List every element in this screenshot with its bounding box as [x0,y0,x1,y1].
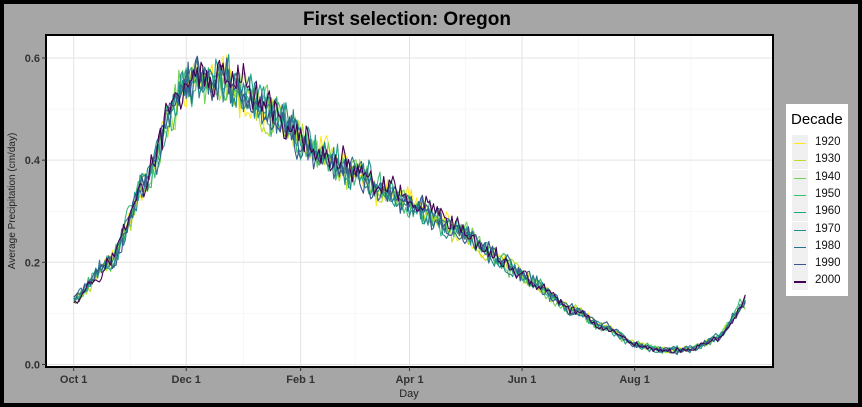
legend-item: 1940 [792,169,848,187]
x-axis-label: Day [399,388,419,400]
x-tick-label: Aug 1 [619,374,650,386]
legend-swatch [794,177,806,179]
legend-label: 1960 [815,205,841,218]
legend-item: 1930 [792,152,848,170]
legend-item: 1970 [792,221,848,239]
y-tick-label: 0.6 [25,53,40,65]
x-tick-label: Feb 1 [286,374,315,386]
y-tick-label: 0.2 [25,257,40,269]
legend-swatch [794,229,806,231]
legend-item: 1990 [792,256,848,274]
legend-key [792,135,808,152]
legend-swatch [794,160,806,162]
legend-label: 1930 [815,153,841,166]
legend-label: 1950 [815,187,841,200]
legend-item: 1960 [792,204,848,222]
legend-item: 1920 [792,135,848,152]
y-tick-label: 0.0 [25,359,40,371]
legend-swatch [794,281,806,283]
chart-title: First selection: Oregon [303,9,511,30]
y-axis-ticks: 0.0 0.2 0.4 0.6 [25,53,46,371]
legend-label: 1970 [815,222,841,235]
legend-label: 2000 [815,274,841,287]
legend-swatch [794,246,806,248]
series-line-2000 [73,59,746,354]
legend-title: Decade [791,111,843,128]
series-lines [73,53,746,356]
series-line-1990 [73,55,746,356]
legend-label: 1990 [815,257,841,270]
legend-item: 2000 [792,273,848,291]
x-tick-label: Dec 1 [172,374,201,386]
series-line-1950 [73,63,746,354]
legend-label: 1940 [815,170,841,183]
legend-key [792,169,808,187]
x-tick-label: Apr 1 [395,374,423,386]
legend-swatch [794,212,806,214]
legend-key [792,204,808,222]
y-axis-label: Average Precipitation (cm/day) [7,133,18,270]
legend-label: 1980 [815,239,841,252]
legend-label: 1920 [815,136,841,148]
legend-key [792,273,808,291]
legend-swatch [794,194,806,197]
legend-item: 1980 [792,238,848,256]
legend: Decade 1920 1930 1940 1950 1960 1970 1980 1990 2… [786,104,848,296]
y-tick-label: 0.4 [25,155,41,167]
legend-swatch [794,143,806,145]
legend-item: 1950 [792,186,848,204]
x-tick-label: Oct 1 [60,374,88,386]
legend-key [792,238,808,256]
x-axis-ticks: Oct 1 Dec 1 Feb 1 Apr 1 Jun 1 Aug 1 [60,367,650,386]
legend-key [792,152,808,170]
series-line-1980 [73,58,746,353]
legend-key [792,186,808,204]
legend-key [792,221,808,239]
x-tick-label: Jun 1 [508,374,537,386]
legend-swatch [794,264,806,266]
legend-key [792,256,808,274]
